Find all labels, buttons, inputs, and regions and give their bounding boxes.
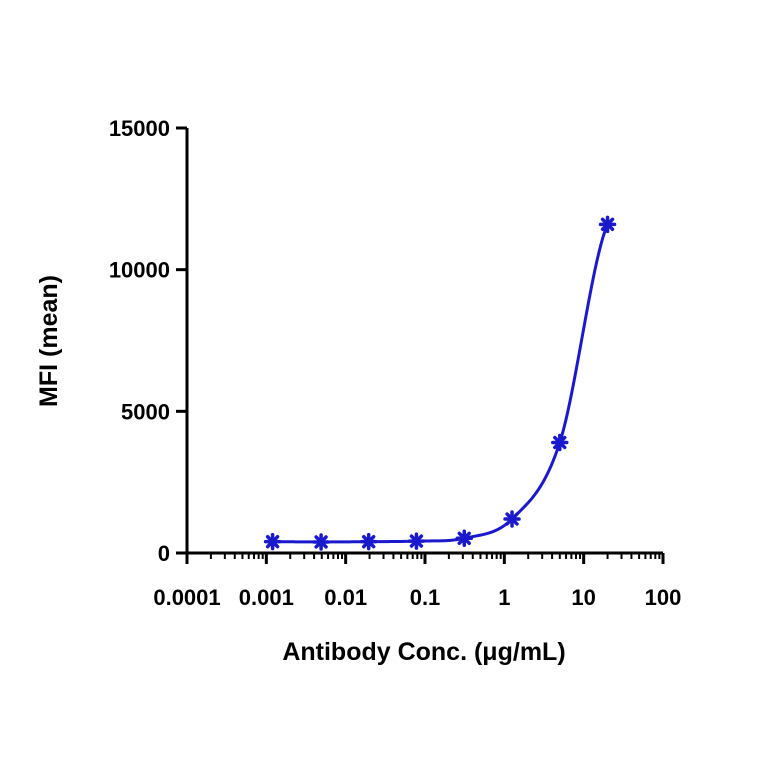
data-point-center <box>556 439 564 446</box>
y-tick-label: 15000 <box>109 116 170 141</box>
data-point-center <box>269 538 277 546</box>
x-tick-label: 0.1 <box>410 585 441 610</box>
fit-curve-layer <box>272 223 609 544</box>
data-point <box>551 433 569 452</box>
x-axis-title: Antibody Conc. (μg/mL) <box>282 638 565 666</box>
x-tick-label: 100 <box>645 585 682 610</box>
data-point <box>263 532 282 551</box>
data-point-center <box>460 534 468 542</box>
data-point-center <box>508 515 516 523</box>
x-tick-label: 0.001 <box>239 585 294 610</box>
data-point-center <box>412 537 420 545</box>
data-point <box>407 532 426 550</box>
data-point <box>455 529 474 548</box>
data-point-center <box>604 220 612 228</box>
x-tick-label: 1 <box>498 585 510 610</box>
y-tick-label: 5000 <box>121 399 170 424</box>
data-point <box>503 510 521 528</box>
data-point-center <box>365 538 373 546</box>
data-point-center <box>317 538 325 546</box>
data-point <box>598 215 617 234</box>
x-axis: 0.0001 0.001 0.01 0.1 1 10 100 <box>153 551 682 610</box>
data-point <box>312 533 330 551</box>
y-axis-title: MFI (mean) <box>35 275 63 407</box>
y-axis: 0 5000 10000 15000 <box>109 116 189 566</box>
fit-curve <box>272 223 609 544</box>
y-tick-label: 0 <box>158 541 170 566</box>
x-tick-label: 0.01 <box>324 585 367 610</box>
x-tick-label: 10 <box>571 585 595 610</box>
data-points-layer <box>263 215 617 551</box>
x-tick-label: 0.0001 <box>153 585 220 610</box>
data-point <box>359 532 378 551</box>
y-tick-label: 10000 <box>109 258 170 283</box>
